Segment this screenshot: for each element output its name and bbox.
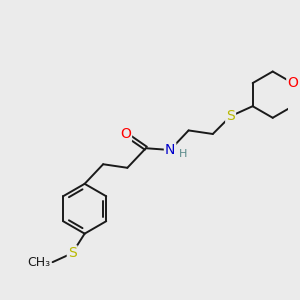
Text: CH₃: CH₃ [28, 256, 51, 268]
Text: H: H [179, 148, 188, 159]
Text: O: O [120, 127, 131, 141]
Text: S: S [226, 109, 235, 123]
Text: O: O [287, 76, 298, 90]
Text: N: N [165, 143, 175, 157]
Text: S: S [68, 246, 76, 260]
